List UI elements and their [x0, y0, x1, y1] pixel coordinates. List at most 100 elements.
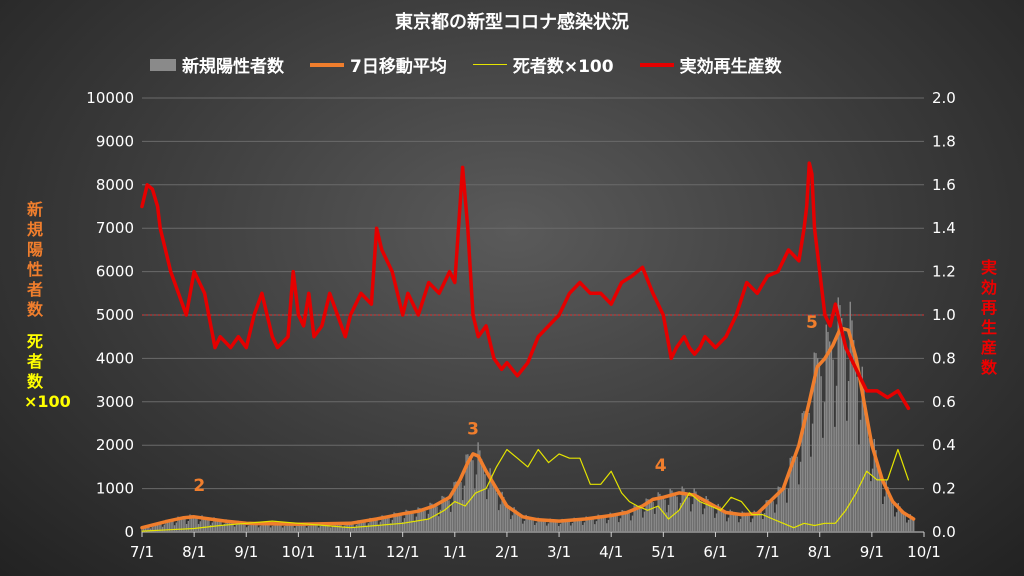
bar-day-132	[367, 523, 370, 532]
bar-day-17	[170, 520, 172, 532]
wave-label-3: 5	[806, 313, 818, 333]
bar-day-109	[328, 524, 330, 532]
bar-day-268	[600, 516, 603, 532]
bar-day-55	[235, 524, 238, 532]
bar-day-106	[323, 522, 325, 532]
bar-day-170	[432, 504, 435, 532]
bar-day-139	[379, 521, 382, 532]
bar-day-403	[832, 359, 834, 532]
bar-day-2	[144, 526, 147, 532]
bar-day-371	[777, 486, 779, 532]
bar-day-398	[823, 402, 826, 532]
bar-day-281	[623, 510, 625, 532]
x-tick-4: 11/1	[334, 543, 368, 561]
bar-day-417	[856, 376, 858, 532]
y-tick-left-3: 3000	[96, 393, 134, 411]
bar-day-8	[155, 523, 157, 532]
bar-day-164	[422, 509, 424, 532]
bar-day-296	[648, 499, 651, 532]
x-tick-12: 7/1	[756, 543, 780, 561]
bar-day-4	[148, 526, 150, 532]
bar-day-1	[143, 526, 145, 532]
bar-day-255	[578, 519, 581, 532]
bar-day-280	[621, 510, 623, 532]
bar-day-199	[482, 465, 484, 532]
bar-day-49	[225, 519, 227, 532]
bar-day-85	[287, 523, 289, 532]
bar-day-152	[401, 521, 404, 532]
bar-day-224	[525, 514, 527, 532]
bar-day-53	[232, 522, 234, 532]
x-tick-10: 5/1	[651, 543, 675, 561]
bar-day-269	[602, 516, 605, 532]
y-tick-left-5: 5000	[96, 306, 134, 324]
bar-day-305	[664, 499, 666, 532]
bar-day-392	[813, 352, 815, 532]
bar-day-19	[173, 525, 176, 532]
bar-day-397	[822, 437, 824, 532]
bar-day-228	[532, 519, 534, 532]
bar-day-247	[564, 520, 567, 532]
bar-day-249	[568, 521, 570, 532]
bar-day-343	[729, 509, 731, 532]
bar-day-357	[753, 510, 755, 532]
bar-day-41	[211, 522, 214, 532]
y-tick-left-9: 9000	[96, 132, 134, 150]
legend-label-deaths: 死者数×100	[512, 57, 614, 77]
bar-day-230	[535, 522, 538, 532]
bar-day-68	[257, 527, 260, 532]
bar-day-283	[626, 512, 629, 532]
bar-day-235	[544, 521, 546, 532]
bar-day-84	[285, 522, 287, 532]
bar-day-400	[827, 331, 829, 532]
bar-day-154	[405, 509, 407, 532]
bar-day-369	[774, 512, 776, 532]
bar-day-447	[907, 519, 910, 532]
bar-day-387	[804, 411, 807, 532]
x-tick-8: 3/1	[547, 543, 571, 561]
y-tick-left-6: 6000	[96, 263, 134, 281]
bar-day-62	[247, 525, 250, 532]
bar-day-239	[551, 519, 553, 532]
bar-day-300	[655, 507, 658, 532]
bar-day-97	[307, 526, 310, 532]
bar-day-71	[263, 522, 265, 532]
bar-day-232	[539, 518, 541, 532]
bar-day-204	[491, 474, 493, 532]
bar-day-125	[355, 524, 358, 532]
bar-day-272	[607, 519, 610, 532]
bar-day-104	[319, 525, 322, 532]
bar-day-180	[449, 511, 452, 532]
bar-day-435	[887, 486, 889, 532]
bar-day-184	[456, 481, 459, 532]
bar-day-337	[719, 506, 721, 532]
bar-day-141	[383, 515, 385, 532]
legend-item-avg: 7日移動平均	[310, 52, 447, 77]
bar-day-276	[614, 514, 617, 532]
bar-day-105	[321, 522, 323, 532]
bar-day-118	[343, 525, 346, 532]
bar-day-186	[460, 482, 462, 532]
bar-day-192	[470, 456, 472, 532]
bar-day-292	[642, 517, 644, 532]
bar-day-257	[582, 524, 584, 532]
bar-day-284	[628, 513, 630, 532]
bar-day-91	[297, 522, 299, 532]
bar-day-282	[624, 511, 627, 532]
legend-item-cases: 新規陽性者数	[150, 52, 284, 77]
bar-day-328	[703, 508, 706, 532]
bar-day-423	[866, 420, 869, 532]
bar-day-115	[338, 523, 340, 532]
bar-day-298	[652, 502, 654, 532]
bar-day-416	[854, 355, 857, 532]
bar-day-214	[508, 509, 510, 532]
bar-day-140	[381, 515, 383, 532]
bar-day-339	[722, 511, 725, 532]
bar-day-317	[684, 491, 687, 532]
bar-day-48	[223, 523, 226, 532]
wave-label-1: 3	[467, 419, 479, 439]
bar-day-145	[389, 523, 392, 532]
y-tick-right-3: 0.6	[932, 393, 956, 411]
x-tick-1: 8/1	[182, 543, 206, 561]
